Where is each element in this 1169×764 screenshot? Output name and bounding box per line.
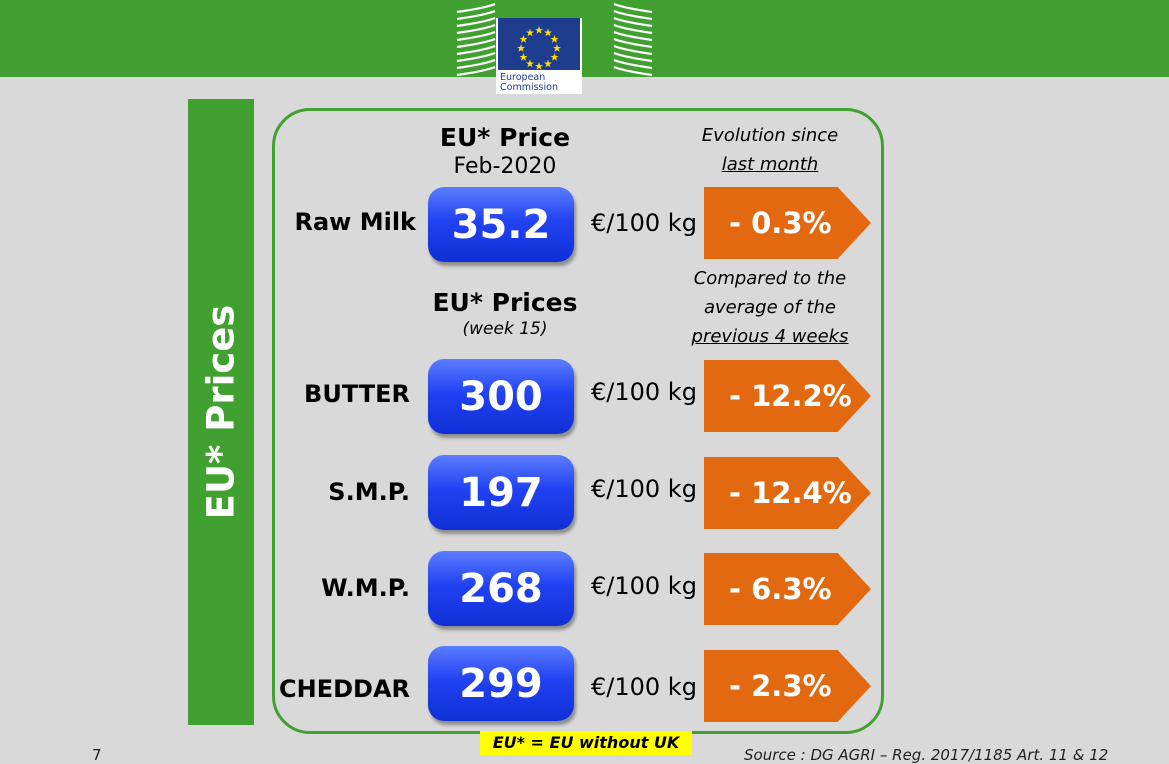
product-label-cheddar: CHEDDAR [279, 675, 410, 703]
page-number: 7 [92, 746, 102, 764]
eu-flag-icon [498, 18, 580, 70]
unit-raw-milk: €/100 kg [591, 209, 697, 237]
change-arrow-cheddar: - 2.3% [704, 650, 871, 722]
evolution-label: Evolution since [701, 125, 839, 146]
unit-cheddar: €/100 kg [591, 673, 697, 701]
product-label-wmp: W.M.P. [321, 574, 410, 602]
weekly-price-title: EU* Prices [432, 288, 578, 317]
european-commission-logo: European Commission [496, 18, 582, 94]
top-banner [0, 0, 1169, 77]
product-label-smp: S.M.P. [328, 478, 410, 506]
price-box-cheddar: 299 [428, 646, 574, 721]
price-box-smp: 197 [428, 455, 574, 530]
price-title: EU* Price [439, 123, 571, 152]
compare-label-2: average of the [703, 297, 837, 318]
unit-wmp: €/100 kg [591, 572, 697, 600]
price-box-butter: 300 [428, 359, 574, 434]
unit-smp: €/100 kg [591, 475, 697, 503]
weekly-price-week: (week 15) [462, 319, 548, 339]
eu-footnote: EU* = EU without UK [480, 731, 692, 755]
change-arrow-smp: - 12.4% [704, 457, 871, 529]
price-box-wmp: 268 [428, 551, 574, 626]
unit-butter: €/100 kg [591, 378, 697, 406]
building-lines-left-icon [456, 2, 496, 77]
product-label-butter: BUTTER [304, 380, 410, 408]
evolution-period: last month [721, 154, 819, 175]
price-date: Feb-2020 [453, 154, 557, 179]
price-box-raw-milk: 35.2 [428, 187, 574, 262]
building-lines-right-icon [613, 2, 653, 77]
change-arrow-raw-milk: - 0.3% [704, 187, 871, 259]
change-arrow-wmp: - 6.3% [704, 553, 871, 625]
side-bar [188, 99, 254, 725]
logo-text: European Commission [500, 73, 558, 93]
change-arrow-butter: - 12.2% [704, 360, 871, 432]
product-label-raw-milk: Raw Milk [294, 208, 417, 236]
compare-label-1: Compared to the [693, 268, 847, 289]
source-note: Source : DG AGRI – Reg. 2017/1185 Art. 1… [744, 746, 1109, 764]
compare-label-3: previous 4 weeks [691, 326, 849, 347]
